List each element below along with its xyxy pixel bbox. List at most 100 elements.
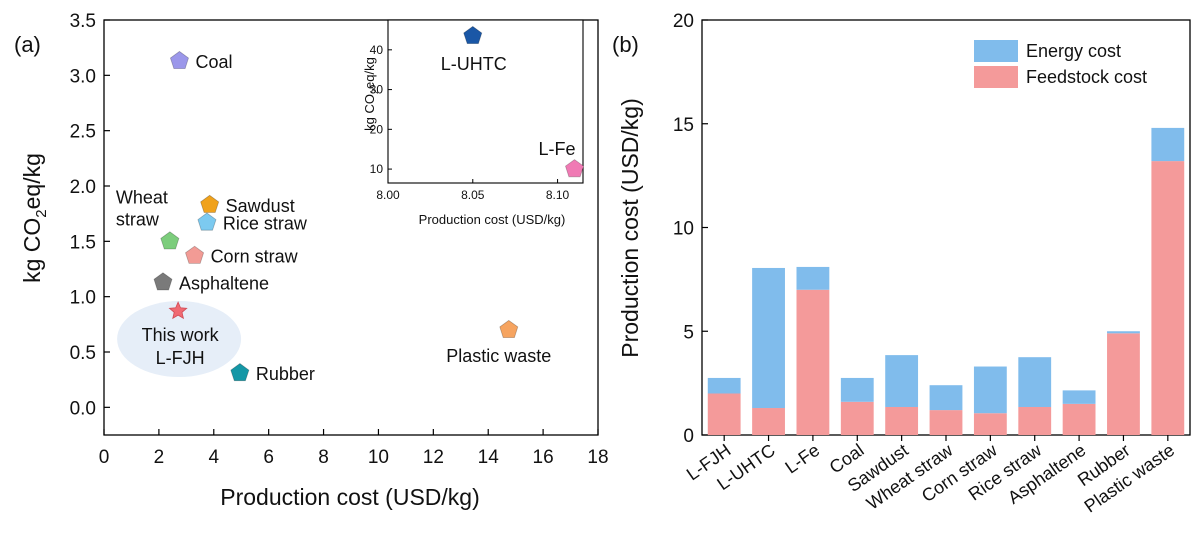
label-rice-straw: Rice straw: [223, 214, 308, 234]
this-work-highlight: [117, 301, 242, 378]
panel-a-scatter: (a) 0 2 4 6 8 10 12 14 16 18 0.0 0.5 1.0 1.5 2.0 2.5 3.0…: [14, 11, 609, 510]
panel-a-x-tick-label: 2: [154, 447, 165, 468]
panel-b-y-tick-label: 5: [683, 322, 694, 343]
panel-a-x-tick-label: 8: [318, 447, 329, 468]
panel-a-x-tick-label: 18: [587, 447, 608, 468]
inset-y-axis-title-subscript: 2: [370, 89, 380, 94]
panel-b-legend: Energy cost Feedstock cost: [974, 40, 1147, 88]
panel-a-frame: [103, 19, 599, 436]
panel-a-x-tick-label: 16: [533, 447, 554, 468]
bar-feedstock-l-uhtc: [752, 408, 785, 435]
bar-feedstock-corn-straw: [973, 413, 1007, 435]
label-rubber: Rubber: [256, 364, 315, 384]
bar-energy-asphaltene: [1062, 390, 1096, 404]
panel-b-label: (b): [612, 32, 639, 57]
point-this-work-l-fjh: [168, 301, 188, 320]
panel-a-y-tick-label: 1.0: [70, 288, 96, 309]
panel-a-y-axis-title-subscript: 2: [33, 209, 50, 217]
label-this-work-l-fjh-line2: L-FJH: [156, 348, 205, 368]
bar-feedstock-plastic-waste: [1151, 161, 1185, 435]
bar-energy-corn-straw: [973, 366, 1007, 414]
legend-label-energy-cost: Energy cost: [1026, 41, 1121, 61]
inset-x-tick-label: 8.05: [461, 188, 485, 202]
point-asphaltene: [153, 272, 173, 291]
panel-a-y-tick-label: 3.0: [70, 66, 96, 87]
inset-y-axis-title-part3: eq/kg: [362, 57, 377, 89]
inset-y-tick-label: 10: [370, 162, 384, 176]
inset-points: L-UHTC L-Fe: [441, 25, 585, 178]
point-rubber: [230, 363, 250, 382]
panel-a-x-tick-label: 14: [478, 447, 500, 468]
inset-x-tick-label: 8.00: [376, 188, 400, 202]
panel-a-x-tick-label: 0: [99, 447, 110, 468]
inset-y-tick-label: 30: [370, 83, 384, 97]
point-corn-straw: [185, 245, 205, 264]
label-sawdust: Sawdust: [226, 196, 295, 216]
inset-point-l-uhtc: [463, 25, 483, 44]
point-wheat-straw: [160, 231, 180, 250]
legend-label-feedstock-cost: Feedstock cost: [1026, 67, 1147, 87]
bar-energy-rice-straw: [1018, 357, 1052, 407]
point-plastic-waste: [499, 319, 519, 339]
panel-a-y-tick-label: 3.5: [70, 11, 96, 32]
inset-y-tick-label: 40: [370, 43, 384, 57]
bar-energy-wheat-straw: [929, 385, 963, 411]
panel-a-x-tick-label: 6: [263, 447, 274, 468]
panel-b-y-tick-label: 20: [673, 11, 694, 32]
panel-b-bars: [707, 127, 1185, 435]
panel-a-y-tick-label: 2.5: [70, 122, 96, 143]
label-this-work-l-fjh-line1: This work: [142, 325, 220, 345]
panel-a-x-tick-label: 10: [368, 447, 389, 468]
inset-label-l-uhtc: L-UHTC: [441, 54, 507, 74]
panel-a-y-tick-label: 2.0: [70, 177, 96, 198]
inset-x-tick-label: 8.10: [546, 188, 570, 202]
panel-a-y-tick-label: 1.5: [70, 232, 96, 253]
inset-y-axis-title-part1: kg CO: [362, 94, 377, 131]
bar-feedstock-l-fe: [796, 289, 830, 435]
point-rice-straw: [197, 212, 217, 231]
label-corn-straw: Corn straw: [211, 247, 299, 267]
bar-energy-l-fjh: [707, 377, 741, 394]
panel-a-x-tick-label: 4: [208, 447, 219, 468]
label-wheat-straw-line1: Wheat: [116, 187, 168, 207]
bar-energy-plastic-waste: [1151, 127, 1185, 162]
panel-a-y-tick-label: 0.0: [70, 398, 96, 419]
label-wheat-straw-line2: straw: [116, 209, 160, 229]
inset-axes: 8.00 8.05 8.10 10 20 30 40: [370, 19, 584, 202]
bar-feedstock-coal: [840, 401, 874, 435]
inset-point-l-fe: [565, 159, 585, 178]
bar-energy-rubber: [1107, 331, 1140, 334]
panel-b-y-tick-label: 10: [673, 219, 694, 240]
bar-feedstock-sawdust: [885, 406, 919, 435]
bar-energy-l-uhtc: [752, 267, 785, 409]
legend-swatch-feedstock-cost: [974, 66, 1018, 88]
panel-a-axes: 0 2 4 6 8 10 12 14 16 18 0.0 0.5 1.0 1.5 2.0 2.5 3.0 3.5: [70, 11, 609, 468]
inset-y-axis-title: kg CO2eq/kg: [362, 57, 380, 131]
inset-y-tick-label: 20: [370, 122, 384, 136]
panel-b-y-axis-title: Production cost (USD/kg): [617, 98, 643, 357]
bar-energy-sawdust: [885, 355, 919, 407]
label-asphaltene: Asphaltene: [179, 273, 269, 293]
inset-label-l-fe: L-Fe: [539, 139, 576, 159]
bar-energy-l-fe: [796, 266, 830, 290]
point-coal: [169, 50, 189, 69]
panel-a-y-axis-title-part1: kg CO: [19, 218, 45, 283]
label-plastic-waste: Plastic waste: [446, 346, 551, 366]
panel-b-y-tick-label: 0: [683, 426, 694, 447]
label-coal: Coal: [195, 52, 232, 72]
bar-energy-coal: [840, 377, 874, 402]
inset-frame: [387, 19, 584, 184]
panel-b-y-tick-label: 15: [673, 115, 694, 136]
inset-plot: 8.00 8.05 8.10 10 20 30 40 L-UHTC L-Fe Producti…: [362, 19, 585, 227]
bar-feedstock-asphaltene: [1062, 403, 1096, 435]
panel-a-x-tick-label: 12: [423, 447, 444, 468]
panel-a-y-axis-title: kg CO2eq/kg: [19, 153, 50, 283]
point-sawdust: [200, 194, 220, 213]
panel-a-x-axis-title: Production cost (USD/kg): [220, 484, 479, 510]
legend-swatch-energy-cost: [974, 40, 1018, 62]
bar-feedstock-wheat-straw: [929, 410, 963, 435]
bar-feedstock-rice-straw: [1018, 406, 1052, 435]
